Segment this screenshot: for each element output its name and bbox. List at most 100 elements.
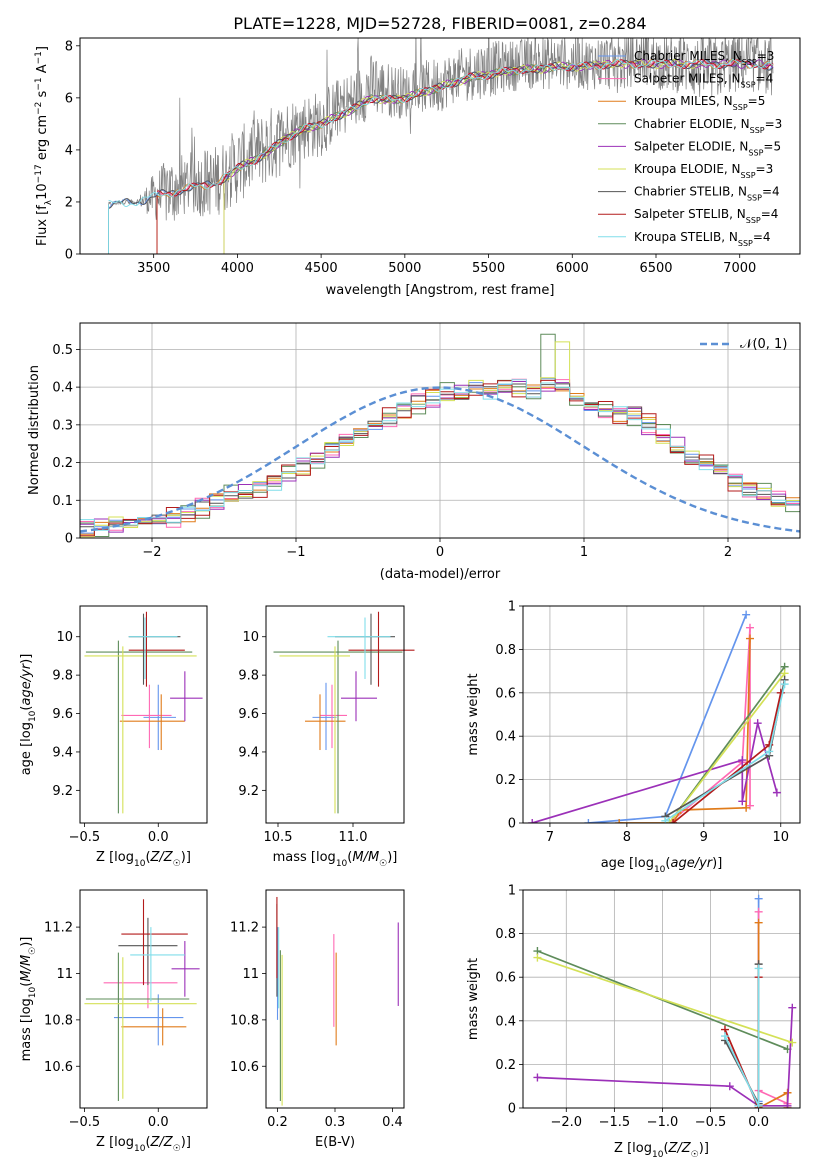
y-tick-label: 0	[508, 1102, 516, 1117]
legend-label: Chabrier MILES, NSSP=3	[634, 49, 774, 67]
label-part: Flux [f	[35, 205, 50, 246]
legend-label: Kroupa STELIB, NSSP=4	[634, 230, 771, 248]
label-part: A	[35, 64, 50, 77]
y-tick-label: 0	[65, 248, 73, 263]
weight-marker	[780, 680, 789, 689]
errorbar-point	[128, 611, 185, 687]
label-part: age/yr	[670, 856, 713, 871]
label-part: 10	[134, 1144, 146, 1154]
x-tick-label: −0.5	[695, 1115, 727, 1130]
errorbar-point	[327, 617, 391, 679]
axes-frame	[265, 605, 405, 824]
y-axis-label: Normed distribution	[27, 365, 42, 495]
label-part: λ	[44, 199, 54, 205]
y-tick-label: 9.8	[52, 669, 73, 684]
axes-frame	[79, 37, 801, 255]
label-part: −17	[34, 164, 44, 183]
errorbar-point	[341, 671, 377, 722]
label-part: Z [log	[614, 1141, 652, 1156]
errorbar-point	[320, 684, 347, 749]
weight-line	[757, 922, 789, 1108]
label-part: Kroupa STELIB, N	[634, 230, 738, 244]
label-part: erg cm	[35, 115, 50, 164]
y-tick-label: 9.8	[238, 669, 259, 684]
label-part: ☉	[691, 1150, 699, 1160]
x-tick-label: 4500	[305, 261, 338, 276]
x-axis-label: Z [log10(Z/Z☉)]	[96, 1135, 191, 1154]
y-tick-label: 11	[242, 967, 259, 982]
label-part: 10	[134, 859, 146, 869]
weight-marker	[584, 819, 593, 823]
label-part: )]	[19, 654, 34, 664]
label-part: ☉	[28, 947, 38, 955]
x-tick-label: 6000	[556, 261, 589, 276]
label-part: SSP	[741, 80, 756, 89]
x-tick-label: 5000	[388, 261, 421, 276]
label-part: =4	[753, 230, 771, 244]
label-part: Salpeter MILES, N	[634, 72, 741, 86]
label-part: age [log	[601, 856, 654, 871]
y-tick-label: 11.2	[44, 921, 73, 936]
axes-frame	[522, 889, 801, 1109]
label-part: =4	[762, 185, 780, 199]
errorbar-point	[85, 952, 190, 1102]
y-axis-label: Flux [fλ10−17 erg cm−2 s−1 A−1]	[34, 46, 54, 246]
y-tick-label: 8	[65, 39, 73, 54]
label-part: )]	[19, 937, 34, 947]
y-tick-label: 10	[56, 630, 73, 645]
x-tick-label: 0	[436, 545, 444, 560]
y-tick-label: 1	[508, 600, 516, 615]
x-tick-label: −0.5	[69, 1115, 101, 1130]
label-part: M/M	[19, 955, 34, 982]
weight-marker	[765, 747, 774, 756]
y-tick-label: 10.6	[230, 1060, 259, 1075]
y-tick-label: 0.4	[495, 730, 516, 745]
plot-area	[108, 38, 774, 254]
weight-line	[619, 638, 751, 823]
label-part: M/M	[352, 850, 379, 865]
weight-marker	[533, 1073, 542, 1082]
weight-marker	[754, 907, 763, 916]
y-axis-label: mass weight	[466, 673, 481, 755]
label-part: SSP	[738, 238, 753, 247]
y-tick-label: 0.2	[495, 773, 516, 788]
y-tick-label: 11.2	[230, 921, 259, 936]
weight-marker	[754, 918, 763, 927]
weight-line	[537, 956, 793, 1044]
y-tick-label: 9.2	[238, 784, 259, 799]
x-tick-label: 0.4	[382, 1115, 403, 1130]
y-tick-label: 9.6	[52, 707, 73, 722]
residual-histogram	[80, 333, 800, 537]
label-part: SSP	[748, 148, 763, 157]
y-axis-label: mass [log10(M/M☉)]	[19, 937, 38, 1062]
errorbar-point	[170, 671, 203, 722]
label-part: Kroupa ELODIE, N	[634, 162, 741, 176]
weight-marker	[754, 1101, 763, 1108]
y-tick-label: 10.8	[230, 1013, 259, 1028]
label-part: ]	[35, 46, 50, 51]
x-axis-label: age [log10(age/yr)]	[601, 856, 723, 875]
label-part: Z/Z	[668, 1141, 692, 1156]
x-tick-label: −1.5	[599, 1115, 631, 1130]
legend-label: Salpeter MILES, NSSP=4	[634, 72, 773, 90]
y-tick-label: 10.6	[44, 1060, 73, 1075]
weight-marker	[754, 894, 763, 903]
label-part: (	[347, 850, 352, 865]
label-part: =3	[757, 49, 775, 63]
x-tick-label: 0.2	[267, 1115, 288, 1130]
weight-marker	[738, 756, 747, 765]
y-tick-label: 0.3	[52, 418, 73, 433]
weight-marker	[725, 1082, 734, 1091]
label-part: SSP	[750, 125, 765, 134]
label-part: (	[665, 856, 670, 871]
label-part: 10	[28, 986, 38, 998]
weight-marker	[533, 953, 542, 962]
legend-label: Salpeter ELODIE, NSSP=5	[634, 139, 781, 157]
weight-marker	[742, 803, 751, 812]
errorbar-point	[119, 694, 185, 751]
label-part: (	[19, 982, 34, 987]
label-part: 10	[336, 859, 348, 869]
x-axis-label: (data-model)/error	[380, 567, 501, 582]
